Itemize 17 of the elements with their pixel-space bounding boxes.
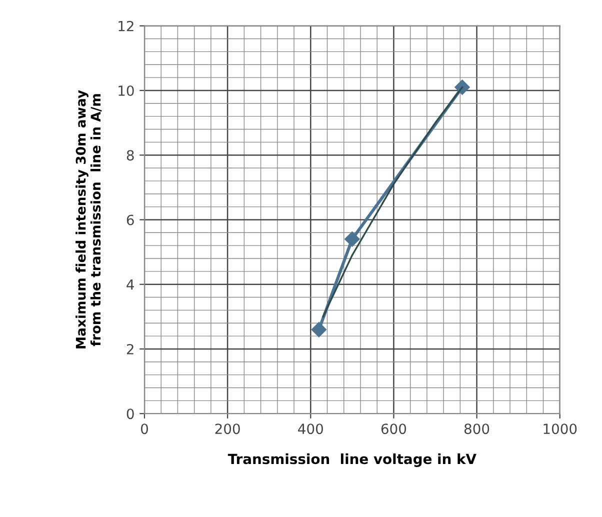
x-tick-label: 200 xyxy=(215,424,240,434)
y-tick-label: 2 xyxy=(126,344,134,354)
y-tick-label: 12 xyxy=(118,20,134,32)
x-tick-label: 1000 xyxy=(544,424,577,434)
x-tick-label: 800 xyxy=(464,424,490,434)
y-tick-label: 10 xyxy=(118,85,134,96)
y-axis-title: Maximum field intensity 30m away from the transmission line in A/m xyxy=(76,90,102,348)
y-tick-label: 4 xyxy=(126,280,134,290)
y-tick-label: 8 xyxy=(126,150,134,161)
point xyxy=(344,232,360,247)
x-axis-title: Transmission line voltage in kV xyxy=(228,453,476,467)
point xyxy=(311,322,327,338)
x-tick-label: 600 xyxy=(381,424,406,434)
y-tick-label: 6 xyxy=(126,214,134,226)
x-tick-label: 400 xyxy=(298,424,323,434)
y-tick-label: 0 xyxy=(126,408,134,420)
x-tick-label: 0 xyxy=(140,424,148,434)
